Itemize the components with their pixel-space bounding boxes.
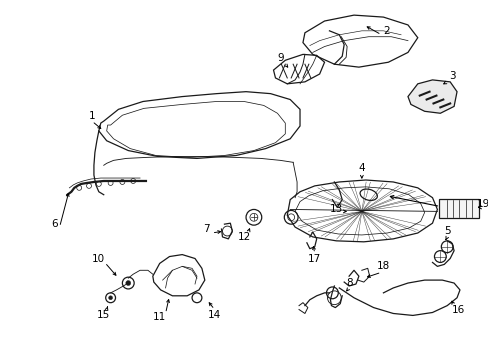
Text: 9: 9 xyxy=(277,53,283,63)
Circle shape xyxy=(108,296,112,300)
Text: 16: 16 xyxy=(450,305,464,315)
Polygon shape xyxy=(407,80,456,113)
Text: 2: 2 xyxy=(382,26,389,36)
Text: 1: 1 xyxy=(88,111,95,121)
Text: 8: 8 xyxy=(345,278,352,288)
Text: 13: 13 xyxy=(329,204,342,215)
Text: 4: 4 xyxy=(358,163,365,173)
Text: 11: 11 xyxy=(153,312,166,323)
Text: 7: 7 xyxy=(203,224,210,234)
Text: 3: 3 xyxy=(448,71,454,81)
Circle shape xyxy=(125,280,130,285)
Text: 12: 12 xyxy=(237,232,250,242)
Text: 5: 5 xyxy=(443,226,449,236)
Text: 14: 14 xyxy=(207,310,221,320)
Text: 17: 17 xyxy=(307,253,321,264)
Text: 18: 18 xyxy=(376,261,389,271)
Text: 6: 6 xyxy=(51,219,58,229)
Text: 10: 10 xyxy=(92,253,105,264)
Text: 15: 15 xyxy=(97,310,110,320)
FancyBboxPatch shape xyxy=(439,199,478,218)
Text: 19: 19 xyxy=(476,199,488,208)
